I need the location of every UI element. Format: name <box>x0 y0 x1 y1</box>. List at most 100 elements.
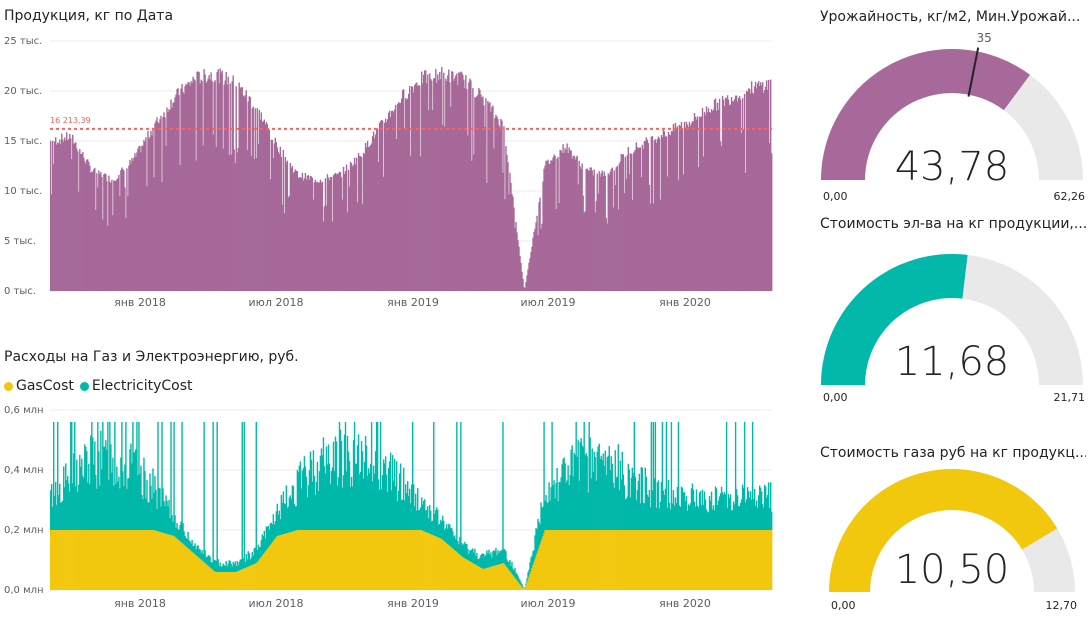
production-bar <box>459 73 461 292</box>
costs-electricity-bar <box>253 548 255 565</box>
production-bar <box>607 173 609 291</box>
costs-electricity-bar <box>670 422 673 530</box>
production-bar <box>591 170 593 291</box>
production-y-tick: 10 тыс. <box>4 186 42 197</box>
costs-electricity-bar <box>300 488 303 530</box>
costs-electricity-bar <box>103 446 105 530</box>
production-bar <box>115 180 117 291</box>
costs-gas-bar <box>146 530 148 590</box>
production-bar <box>541 223 543 291</box>
production-bar <box>286 160 289 291</box>
costs-electricity-bar <box>258 547 260 560</box>
costs-gas-bar <box>241 569 243 590</box>
costs-electricity-bar <box>366 475 369 530</box>
costs-gas-bar <box>553 530 555 590</box>
costs-gas-bar <box>75 530 77 590</box>
costs-gas-bar <box>686 530 689 590</box>
costs-gas-bar <box>656 530 659 590</box>
production-x-tick: июл 2018 <box>249 296 304 309</box>
gauge-fill <box>821 253 968 385</box>
costs-gas-bar <box>174 536 176 590</box>
production-bar <box>296 171 299 291</box>
costs-gas-bar <box>560 530 562 590</box>
production-bar <box>744 172 747 291</box>
costs-gas-bar <box>455 550 457 590</box>
costs-gas-bar <box>674 530 677 590</box>
costs-electricity-bar <box>729 494 732 530</box>
production-bar <box>666 176 669 291</box>
costs-electricity-bar <box>261 534 263 556</box>
costs-gas-bar <box>767 530 770 590</box>
costs-electricity-bar <box>594 456 596 530</box>
costs-electricity-bar <box>221 566 223 572</box>
production-bar <box>469 78 471 291</box>
legend-item-gascost[interactable]: GasCost <box>4 378 74 394</box>
costs-gas-bar <box>524 588 526 590</box>
costs-gas-bar <box>375 530 378 590</box>
production-bar <box>123 170 125 291</box>
production-bar <box>274 137 277 291</box>
costs-gas-bar <box>714 530 717 590</box>
costs-gas-bar <box>474 564 476 590</box>
production-bar <box>191 82 193 291</box>
costs-gas-bar <box>342 530 345 590</box>
costs-gas-bar <box>627 530 630 590</box>
costs-gas-bar <box>661 530 664 590</box>
costs-gas-bar <box>612 530 614 590</box>
costs-electricity-bar <box>356 445 359 530</box>
costs-gas-bar <box>152 530 154 590</box>
costs-electricity-bar <box>586 456 588 530</box>
costs-electricity-bar <box>683 492 686 530</box>
costs-gas-bar <box>741 530 744 590</box>
production-bar <box>400 98 403 291</box>
production-bar <box>475 97 477 291</box>
production-bar <box>295 170 298 291</box>
costs-electricity-bar <box>336 485 339 530</box>
costs-electricity-bar <box>259 546 261 559</box>
costs-gas-bar <box>600 530 602 590</box>
costs-electricity-bar <box>222 563 224 572</box>
production-bar <box>415 83 417 291</box>
costs-gas-bar <box>201 560 203 590</box>
costs-gas-bar <box>346 530 349 590</box>
costs-x-tick: янв 2020 <box>659 597 711 610</box>
costs-gas-bar <box>471 562 473 590</box>
costs-electricity-bar <box>617 444 619 530</box>
production-bar <box>64 137 66 291</box>
production-bar <box>633 151 636 291</box>
costs-electricity-bar <box>565 482 567 530</box>
costs-y-tick: 0,2 млн <box>4 525 44 536</box>
production-bar <box>589 167 591 291</box>
costs-electricity-bar <box>275 511 278 538</box>
costs-gas-bar <box>125 530 127 590</box>
costs-electricity-bar <box>352 440 355 530</box>
production-bar <box>290 167 293 291</box>
production-bar <box>640 177 643 291</box>
costs-electricity-bar <box>317 490 320 530</box>
production-bar <box>176 89 178 291</box>
costs-electricity-bar <box>190 543 192 551</box>
costs-gas-bar <box>106 530 108 590</box>
costs-electricity-bar <box>202 554 204 562</box>
production-bar <box>515 221 517 291</box>
costs-electricity-bar <box>157 422 159 532</box>
costs-gas-bar <box>476 565 478 590</box>
production-bar <box>502 172 504 291</box>
costs-electricity-bar <box>686 510 689 530</box>
production-bar <box>546 161 548 291</box>
costs-electricity-bar <box>552 484 554 530</box>
production-bar <box>725 98 728 291</box>
costs-gas-bar <box>425 531 427 590</box>
production-bar <box>642 148 645 291</box>
costs-gas-bar <box>77 530 79 590</box>
production-bar <box>678 124 681 291</box>
production-bar <box>366 140 369 291</box>
costs-gas-bar <box>450 546 452 590</box>
costs-electricity-bar <box>401 499 404 530</box>
costs-electricity-bar <box>664 488 667 530</box>
production-bar <box>96 173 98 291</box>
costs-electricity-bar <box>715 488 718 530</box>
costs-gas-bar <box>182 543 184 590</box>
legend-item-electricitycost[interactable]: ElectricityCost <box>79 378 193 394</box>
